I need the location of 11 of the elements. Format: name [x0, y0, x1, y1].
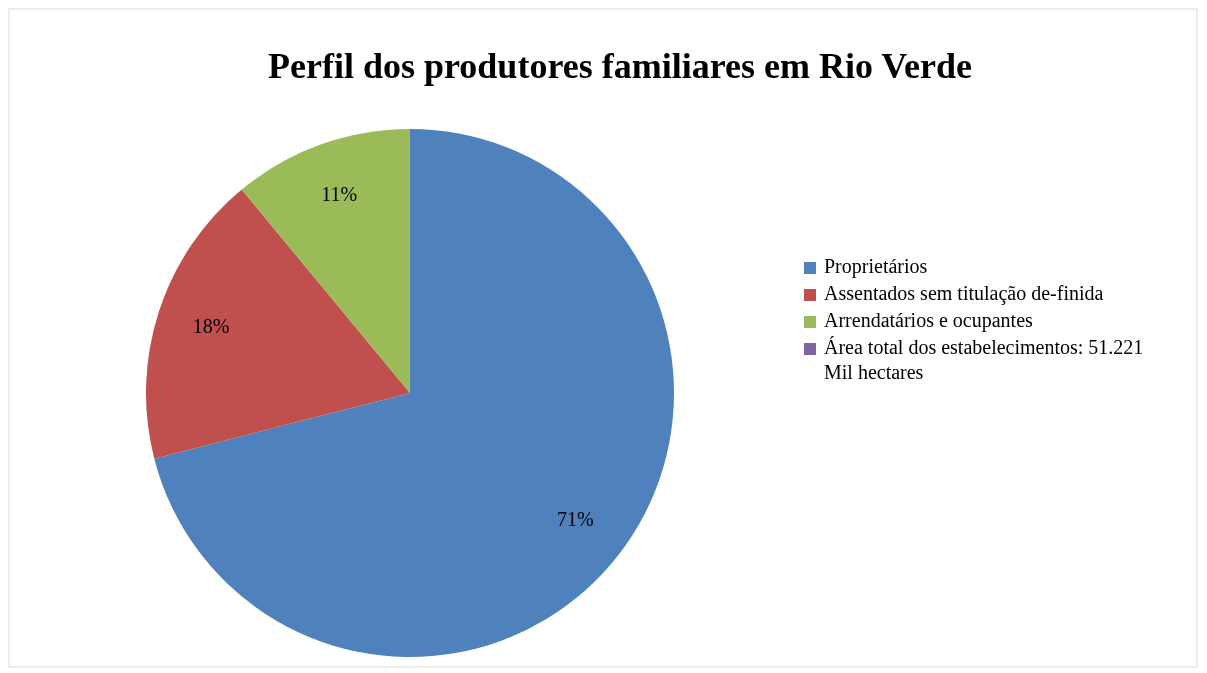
pie-slice [154, 129, 674, 657]
data-label: 18% [192, 314, 230, 337]
legend-label: Arrendatários e ocupantes [824, 308, 1034, 332]
data-label: 11% [321, 182, 358, 205]
legend-label: Área total dos estabelecimentos: 51.221 Mil hectares [824, 335, 1144, 383]
pie-slice [241, 129, 410, 393]
legend-label: Proprietários [824, 254, 928, 278]
chart-title: Perfil dos produtores familiares em Rio Verde [268, 46, 972, 87]
legend-label: Assentados sem titulação de-finida [824, 281, 1104, 305]
pie-slice [146, 189, 410, 459]
data-label: 71% [556, 507, 594, 530]
